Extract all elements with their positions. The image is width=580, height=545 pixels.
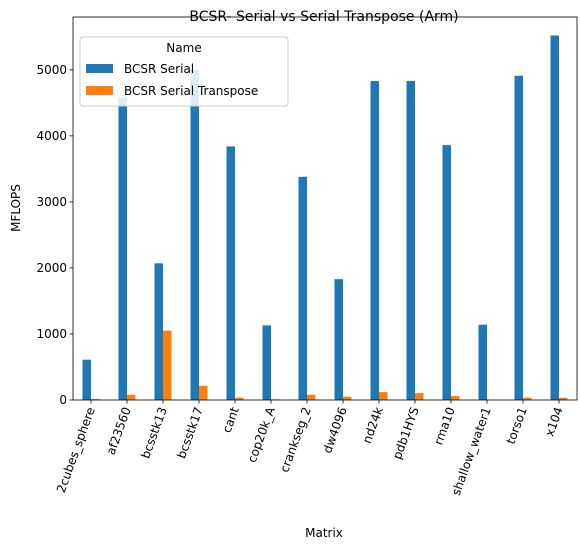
bar-serial-6: [298, 176, 307, 400]
bar-serial-2: [154, 263, 163, 400]
bar-serial-3: [190, 69, 199, 400]
bar-transpose-9: [415, 393, 424, 400]
bars-group: [82, 35, 568, 401]
x-tick-label-3: bcsstk17: [174, 405, 206, 460]
bar-serial-7: [334, 279, 343, 400]
legend-label-serial: BCSR Serial: [124, 62, 194, 76]
bar-transpose-6: [307, 394, 316, 400]
x-tick-label-13: x104: [542, 405, 565, 438]
x-tick-label-6: crankseg_2: [277, 405, 314, 474]
bar-transpose-3: [199, 385, 208, 400]
y-tick-label-1: 1000: [36, 327, 67, 341]
legend: Name BCSR Serial BCSR Serial Transpose: [79, 36, 289, 107]
bar-serial-9: [406, 81, 415, 401]
bar-transpose-13: [559, 397, 568, 400]
y-tick-label-0: 0: [59, 393, 67, 407]
bar-transpose-8: [379, 392, 388, 400]
bar-transpose-7: [343, 396, 352, 400]
bar-transpose-1: [127, 394, 136, 400]
x-tick-label-11: shallow_water1: [449, 405, 494, 497]
bar-serial-8: [370, 81, 379, 401]
bar-serial-0: [82, 359, 91, 400]
bar-transpose-12: [523, 397, 532, 400]
legend-frame: [79, 36, 289, 107]
legend-swatch-serial: [86, 64, 113, 73]
legend-label-transpose: BCSR Serial Transpose: [124, 84, 258, 98]
bar-transpose-4: [235, 397, 244, 400]
x-tick-label-12: torso1: [504, 405, 530, 446]
plot-frame: [72, 16, 578, 401]
y-axis-title: MFLOPS: [9, 184, 23, 232]
x-tick-label-10: rma10: [431, 405, 458, 446]
x-tick-label-7: dw4096: [320, 405, 350, 455]
y-axis-ticks: 0 1000 2000 3000 4000 5000: [36, 63, 73, 407]
legend-title: Name: [166, 41, 201, 55]
bar-serial-10: [442, 145, 451, 400]
x-tick-label-1: af23560: [104, 405, 134, 457]
y-tick-label-2: 2000: [36, 261, 67, 275]
x-tick-label-2: bcsstk13: [138, 405, 170, 460]
x-axis-title: Matrix: [305, 526, 343, 540]
x-tick-label-4: cant: [220, 405, 242, 435]
bar-transpose-10: [451, 396, 460, 400]
bar-transpose-0: [91, 399, 100, 400]
bar-transpose-2: [163, 330, 172, 400]
x-tick-label-0: 2cubes_sphere: [54, 405, 98, 494]
y-tick-label-3: 3000: [36, 195, 67, 209]
x-tick-label-5: cop20k_A: [245, 404, 278, 464]
bar-serial-11: [478, 324, 487, 400]
y-tick-label-5: 5000: [36, 63, 67, 77]
x-tick-label-9: pdb1HYS: [390, 405, 422, 461]
bar-serial-13: [550, 35, 559, 401]
bar-serial-12: [514, 75, 523, 401]
y-tick-label-4: 4000: [36, 129, 67, 143]
legend-swatch-transpose: [86, 86, 113, 95]
bar-serial-4: [226, 146, 235, 400]
bar-serial-1: [118, 97, 127, 400]
x-axis-ticks: 2cubes_sphere af23560 bcsstk13 bcsstk17 cant…: [54, 400, 566, 497]
bar-serial-5: [262, 325, 271, 400]
x-tick-label-8: nd24k: [360, 405, 386, 445]
